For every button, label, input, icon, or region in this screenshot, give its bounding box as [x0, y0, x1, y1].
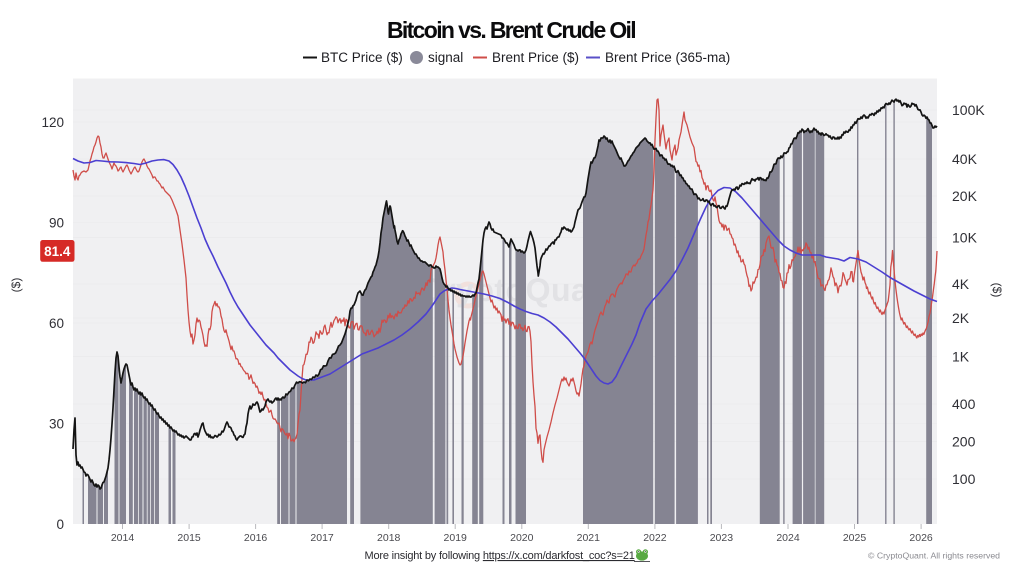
svg-text:120: 120: [41, 115, 64, 130]
svg-text:2018: 2018: [377, 532, 401, 544]
svg-text:1K: 1K: [952, 349, 970, 365]
svg-text:($): ($): [990, 283, 1004, 298]
svg-text:Brent Price (365-ma): Brent Price (365-ma): [605, 50, 730, 65]
svg-text:0: 0: [56, 517, 64, 532]
svg-text:signal: signal: [428, 50, 463, 65]
svg-text:4K: 4K: [952, 276, 970, 292]
svg-text:81.4: 81.4: [44, 244, 71, 259]
svg-text:2016: 2016: [244, 532, 268, 544]
svg-text:2025: 2025: [843, 532, 867, 544]
svg-text:BTC Price ($): BTC Price ($): [321, 50, 403, 65]
svg-text:2024: 2024: [776, 532, 800, 544]
svg-text:60: 60: [49, 316, 64, 331]
svg-text:10K: 10K: [952, 230, 978, 246]
svg-text:2014: 2014: [111, 532, 135, 544]
svg-text:100: 100: [952, 471, 976, 487]
svg-text:100K: 100K: [952, 102, 985, 118]
svg-text:2017: 2017: [310, 532, 334, 544]
svg-text:200: 200: [952, 434, 976, 450]
svg-text:More insight by following http: More insight by following https://x.com/…: [365, 550, 635, 562]
svg-text:40K: 40K: [952, 151, 978, 167]
svg-text:2021: 2021: [577, 532, 601, 544]
svg-text:Bitcoin vs. Brent Crude Oil: Bitcoin vs. Brent Crude Oil: [387, 17, 635, 43]
svg-text:2K: 2K: [952, 310, 970, 326]
svg-text:2022: 2022: [643, 532, 667, 544]
svg-text:2023: 2023: [710, 532, 734, 544]
svg-text:90: 90: [49, 216, 64, 231]
svg-text:2015: 2015: [177, 532, 201, 544]
svg-text:© CryptoQuant. All rights rese: © CryptoQuant. All rights reserved: [868, 551, 1000, 561]
svg-text:2019: 2019: [444, 532, 468, 544]
svg-text:Brent Price ($): Brent Price ($): [492, 50, 579, 65]
svg-text:20K: 20K: [952, 188, 978, 204]
svg-text:2026: 2026: [909, 532, 933, 544]
svg-text:2020: 2020: [510, 532, 534, 544]
svg-text:30: 30: [49, 417, 64, 432]
svg-text:400: 400: [952, 396, 976, 412]
svg-text:($): ($): [9, 278, 23, 293]
